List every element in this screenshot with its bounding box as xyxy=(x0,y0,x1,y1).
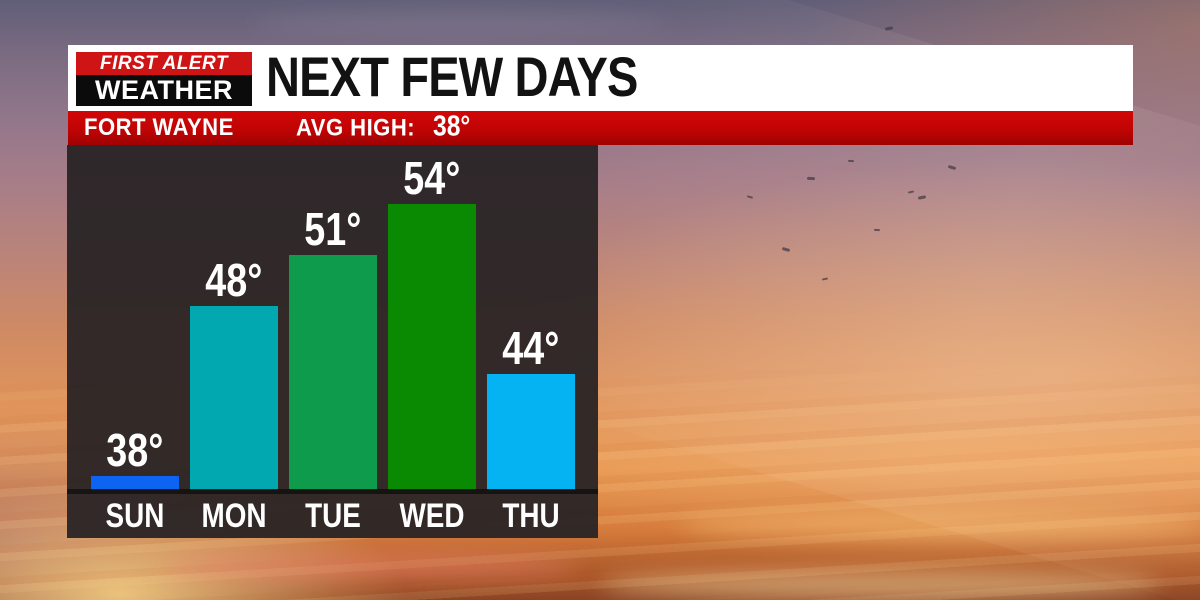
day-label: THU xyxy=(501,497,560,535)
day-label: WED xyxy=(398,497,465,535)
bird-icon xyxy=(873,228,881,232)
temperature-bar-column: 48° xyxy=(189,254,278,490)
avg-high-label: AVG HIGH: xyxy=(296,114,416,141)
temperature-bar-column: 38° xyxy=(90,424,179,490)
avg-high-group: AVG HIGH: 38° xyxy=(296,110,477,143)
temperature-bar-column: 51° xyxy=(288,203,377,490)
page-title: NEXT FEW DAYS xyxy=(266,44,708,108)
cloud-streak xyxy=(860,442,1200,462)
temperature-bar xyxy=(387,204,476,490)
first-alert-weather-logo: FIRST ALERT WEATHER xyxy=(76,52,252,106)
bars-row: 38° 48° 51° 54° 44° xyxy=(67,145,598,490)
temperature-bar-column: 54° xyxy=(387,152,476,490)
bar-value-label: 48° xyxy=(204,254,263,306)
bird-icon xyxy=(806,176,816,181)
page-title-text: NEXT FEW DAYS xyxy=(266,44,638,108)
day-label: SUN xyxy=(105,497,164,535)
subtitle-banner: FORT WAYNE AVG HIGH: 38° xyxy=(68,111,1133,145)
bar-value-label: 38° xyxy=(105,424,164,476)
cloud-streak xyxy=(250,10,670,36)
cloud-streak xyxy=(680,512,1200,538)
title-banner: FIRST ALERT WEATHER NEXT FEW DAYS xyxy=(68,45,1133,111)
avg-high-value: 38° xyxy=(433,110,471,143)
logo-first-alert: FIRST ALERT xyxy=(76,52,252,75)
day-label: TUE xyxy=(304,497,361,535)
bar-value-label: 54° xyxy=(402,152,461,204)
days-row: SUN MON TUE WED THU xyxy=(67,494,598,538)
bar-value-label: 44° xyxy=(501,322,560,374)
temperature-bar xyxy=(90,476,179,490)
bar-value-label: 51° xyxy=(303,203,362,255)
temperature-bar xyxy=(288,255,377,490)
logo-weather: WEATHER xyxy=(76,75,252,106)
cloud-streak xyxy=(160,552,580,580)
temperature-bar xyxy=(189,306,278,490)
day-label: MON xyxy=(200,497,267,535)
location-label: FORT WAYNE xyxy=(84,114,234,141)
bird-icon xyxy=(847,159,855,163)
temperature-bar xyxy=(486,374,575,490)
cloud-streak xyxy=(600,572,1160,598)
bar-chart-panel: 38° 48° 51° 54° 44° SUN MON TUE WED THU xyxy=(67,145,598,538)
temperature-bar-column: 44° xyxy=(486,322,575,490)
chart-baseline xyxy=(67,489,598,494)
